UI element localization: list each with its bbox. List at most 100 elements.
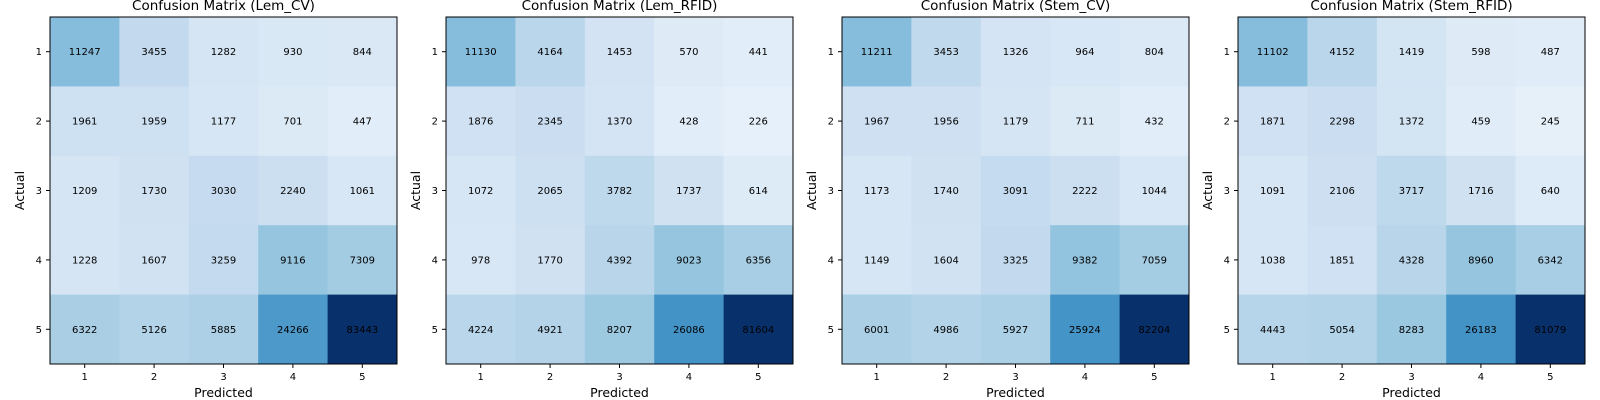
heatmap-cell	[327, 155, 398, 226]
cell-value-label: 4328	[1399, 255, 1424, 266]
cell-value-label: 82204	[1138, 325, 1170, 336]
heatmap-cell	[654, 17, 725, 87]
heatmap-cell	[842, 17, 912, 87]
heatmap-cell	[842, 294, 912, 365]
cell-value-label: 1149	[864, 255, 889, 266]
cell-value-label: 7059	[1142, 255, 1167, 266]
heatmap-cell	[654, 294, 725, 365]
cell-value-label: 5054	[1329, 325, 1354, 336]
cell-value-label: 459	[1471, 117, 1490, 128]
x-tick-label: 4	[1082, 372, 1088, 383]
heatmap-cell	[1238, 294, 1308, 365]
cell-value-label: 2065	[537, 186, 562, 197]
cell-value-label: 1072	[468, 186, 493, 197]
cell-value-label: 24266	[277, 325, 309, 336]
chart-title: Confusion Matrix (Lem_CV)	[132, 0, 315, 14]
cell-value-label: 5126	[141, 325, 166, 336]
cell-value-label: 1876	[468, 117, 493, 128]
cell-value-label: 1228	[72, 255, 97, 266]
cell-value-label: 1737	[676, 186, 701, 197]
heatmap-cell	[258, 294, 329, 365]
heatmap-cell	[446, 294, 516, 365]
heatmap-cell	[119, 17, 190, 87]
x-tick-label: 4	[686, 372, 692, 383]
cell-value-label: 7309	[350, 255, 375, 266]
cell-value-label: 701	[283, 117, 302, 128]
cell-value-label: 640	[1541, 186, 1560, 197]
cell-value-label: 428	[679, 117, 698, 128]
cell-value-label: 1370	[607, 117, 632, 128]
cell-value-label: 1967	[864, 117, 889, 128]
heatmap-cell	[842, 225, 912, 296]
x-axis-label: Predicted	[1382, 385, 1441, 400]
heatmap-cell	[1050, 155, 1121, 226]
cell-value-label: 978	[471, 255, 490, 266]
heatmap-cell	[258, 17, 329, 87]
cell-value-label: 3782	[607, 186, 632, 197]
heatmap-cell	[654, 155, 725, 226]
cell-value-label: 1604	[933, 255, 958, 266]
cell-value-label: 711	[1075, 117, 1094, 128]
heatmap-cell	[327, 294, 398, 365]
heatmap-cell	[1119, 294, 1190, 365]
y-axis-label: Actual	[804, 171, 819, 210]
cell-value-label: 1770	[537, 255, 562, 266]
y-axis-label: Actual	[1200, 171, 1215, 210]
cell-value-label: 81079	[1534, 325, 1566, 336]
heatmap-cell	[911, 294, 982, 365]
cell-value-label: 25924	[1069, 325, 1101, 336]
heatmap-cell	[327, 17, 398, 87]
heatmap-cell	[723, 155, 794, 226]
x-tick-label: 3	[220, 372, 226, 383]
cell-value-label: 8207	[607, 325, 632, 336]
heatmap-cell	[119, 86, 190, 157]
cell-value-label: 3717	[1399, 186, 1424, 197]
x-tick-label: 2	[547, 372, 553, 383]
cell-value-label: 6342	[1538, 255, 1563, 266]
heatmap-cell	[1238, 155, 1308, 226]
cell-value-label: 5927	[1003, 325, 1028, 336]
heatmap-cell	[1050, 17, 1121, 87]
y-tick-label: 1	[828, 47, 834, 58]
y-tick-label: 1	[432, 47, 438, 58]
heatmap-cell	[584, 294, 655, 365]
heatmap-cell	[1446, 294, 1517, 365]
cell-value-label: 1961	[72, 117, 97, 128]
heatmap-cell	[50, 225, 120, 296]
heatmap-cell	[911, 225, 982, 296]
cell-value-label: 487	[1541, 47, 1560, 58]
x-tick-label: 2	[151, 372, 157, 383]
cell-value-label: 844	[353, 47, 372, 58]
heatmap-cell	[188, 17, 259, 87]
y-tick-label: 1	[36, 47, 42, 58]
heatmap-cell	[723, 294, 794, 365]
y-tick-label: 1	[1224, 47, 1230, 58]
cell-value-label: 8283	[1399, 325, 1424, 336]
x-tick-label: 1	[874, 372, 880, 383]
heatmap-cell	[980, 155, 1051, 226]
y-tick-label: 3	[1224, 186, 1230, 197]
y-tick-label: 3	[432, 186, 438, 197]
cell-value-label: 1038	[1260, 255, 1285, 266]
cell-value-label: 1091	[1260, 186, 1285, 197]
x-tick-label: 5	[1547, 372, 1553, 383]
y-tick-label: 4	[1224, 255, 1230, 266]
cell-value-label: 1871	[1260, 117, 1285, 128]
heatmap-cell	[1446, 17, 1517, 87]
cell-value-label: 3091	[1003, 186, 1028, 197]
heatmap-cell	[446, 17, 516, 87]
cell-value-label: 2345	[537, 117, 562, 128]
heatmap-cell	[842, 86, 912, 157]
heatmap-cell	[1446, 86, 1517, 157]
cell-value-label: 4224	[468, 325, 493, 336]
heatmap-cell	[1050, 86, 1121, 157]
heatmap-cell	[1307, 225, 1378, 296]
heatmap-cell	[584, 17, 655, 87]
heatmap-cell	[654, 225, 725, 296]
cell-value-label: 1061	[350, 186, 375, 197]
heatmap-cell	[584, 155, 655, 226]
heatmap-cell	[1446, 225, 1517, 296]
y-tick-label: 5	[432, 325, 438, 336]
cell-value-label: 81604	[742, 325, 774, 336]
